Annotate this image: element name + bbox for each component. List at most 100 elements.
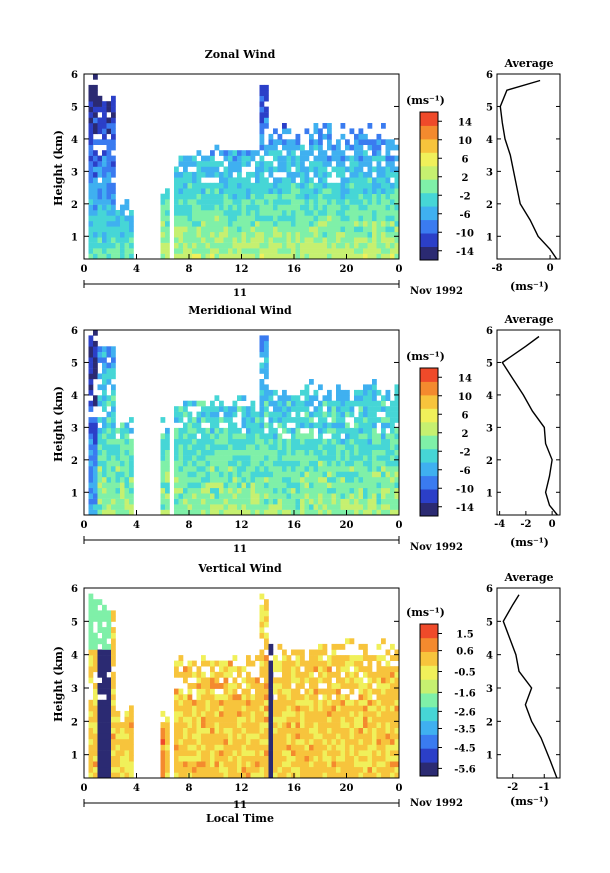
heatmap-cell xyxy=(381,433,386,440)
heatmap-cell xyxy=(318,182,323,189)
heatmap-cell xyxy=(277,188,283,194)
heatmap-cell xyxy=(205,460,211,467)
heatmap-cell xyxy=(178,671,184,678)
heatmap-cell xyxy=(178,487,184,494)
heatmap-cell xyxy=(88,444,94,450)
heatmap-cell xyxy=(102,182,107,189)
heatmap-cell xyxy=(264,188,269,194)
heatmap-cell xyxy=(295,155,301,162)
heatmap-cell xyxy=(255,150,260,156)
heatmap-cell xyxy=(102,772,107,779)
heatmap-cell xyxy=(318,772,323,779)
heatmap-cell xyxy=(394,427,400,434)
heatmap-cell xyxy=(106,493,112,499)
heatmap-cell xyxy=(178,733,184,740)
heatmap-cell xyxy=(381,638,386,645)
heatmap-cell xyxy=(241,722,247,728)
heatmap-cell xyxy=(97,220,103,227)
heatmap-cell xyxy=(394,395,400,401)
colorbar-swatch xyxy=(420,246,438,261)
heatmap-cell xyxy=(219,666,224,673)
heatmap-cell xyxy=(300,744,305,751)
heatmap-cell xyxy=(309,161,314,167)
heatmap-cell xyxy=(124,438,130,445)
heatmap-cell xyxy=(214,660,220,667)
heatmap-cell xyxy=(367,166,373,173)
heatmap-cell xyxy=(214,727,220,734)
heatmap-cell xyxy=(277,253,283,260)
heatmap-cell xyxy=(381,139,386,145)
heatmap-cell xyxy=(97,655,103,661)
heatmap-cell xyxy=(394,177,400,184)
heatmap-cell xyxy=(322,417,328,423)
heatmap-cell xyxy=(381,509,386,516)
heatmap-cell xyxy=(340,716,346,723)
heatmap-cell xyxy=(354,389,359,396)
heatmap-cell xyxy=(214,683,220,689)
heatmap-cell xyxy=(313,482,319,489)
heatmap-cell xyxy=(277,766,283,773)
heatmap-cell xyxy=(390,248,395,254)
heatmap-cell xyxy=(111,106,116,113)
heatmap-cell xyxy=(264,476,269,483)
heatmap-cell xyxy=(111,112,116,118)
heatmap-cell xyxy=(129,755,134,762)
heatmap-cell xyxy=(345,455,350,461)
heatmap-cell xyxy=(259,655,265,661)
heatmap-cell xyxy=(246,460,251,467)
heatmap-cell xyxy=(192,460,197,467)
heatmap-cell xyxy=(97,427,103,434)
heatmap-cell xyxy=(313,504,319,510)
x-tick-label: 8 xyxy=(186,520,193,531)
heatmap-cell xyxy=(178,694,184,701)
heatmap-cell xyxy=(282,242,287,249)
heatmap-cell xyxy=(219,716,224,723)
heatmap-cell xyxy=(264,123,269,129)
heatmap-cell xyxy=(367,655,373,661)
heatmap-cell xyxy=(228,215,233,222)
heatmap-cell xyxy=(354,498,359,505)
heatmap-cell xyxy=(93,95,98,102)
heatmap-cell xyxy=(88,627,94,633)
heatmap-cell xyxy=(264,643,269,650)
heatmap-cell xyxy=(268,237,274,243)
heatmap-cell xyxy=(259,351,265,358)
heatmap-cell xyxy=(97,351,103,358)
heatmap-cell xyxy=(268,476,274,483)
heatmap-cell xyxy=(165,237,170,243)
heatmap-cell xyxy=(367,400,373,407)
heatmap-cell xyxy=(318,253,323,260)
heatmap-cell xyxy=(336,466,341,472)
heatmap-cell xyxy=(336,660,341,667)
heatmap-cell xyxy=(102,666,107,673)
heatmap-cell xyxy=(196,671,202,678)
heatmap-cell xyxy=(309,379,314,385)
heatmap-cell xyxy=(358,417,364,423)
heatmap-cell xyxy=(376,487,382,494)
heatmap-cell xyxy=(255,722,260,728)
heatmap-cell xyxy=(210,493,215,499)
heatmap-cell xyxy=(106,694,112,701)
heatmap-cell xyxy=(286,199,292,205)
heatmap-cell xyxy=(160,482,166,489)
heatmap-cell xyxy=(349,660,355,667)
heatmap-cell xyxy=(381,422,386,429)
heatmap-cell xyxy=(228,727,233,734)
heatmap-cell xyxy=(187,248,193,254)
heatmap-cell xyxy=(273,727,278,734)
heatmap-cell xyxy=(318,655,323,661)
heatmap-cell xyxy=(93,476,98,483)
heatmap-cell xyxy=(88,699,94,706)
heatmap-field xyxy=(88,330,400,516)
heatmap-cell xyxy=(300,389,305,396)
heatmap-cell xyxy=(277,755,283,762)
heatmap-cell xyxy=(336,504,341,510)
heatmap-cell xyxy=(304,188,310,194)
heatmap-cell xyxy=(228,411,233,418)
heatmap-cell xyxy=(196,705,202,712)
heatmap-cell xyxy=(205,220,211,227)
heatmap-cell xyxy=(129,237,134,243)
heatmap-cell xyxy=(93,666,98,673)
y-tick-label: 1 xyxy=(71,751,78,762)
heatmap-cell xyxy=(223,427,229,434)
